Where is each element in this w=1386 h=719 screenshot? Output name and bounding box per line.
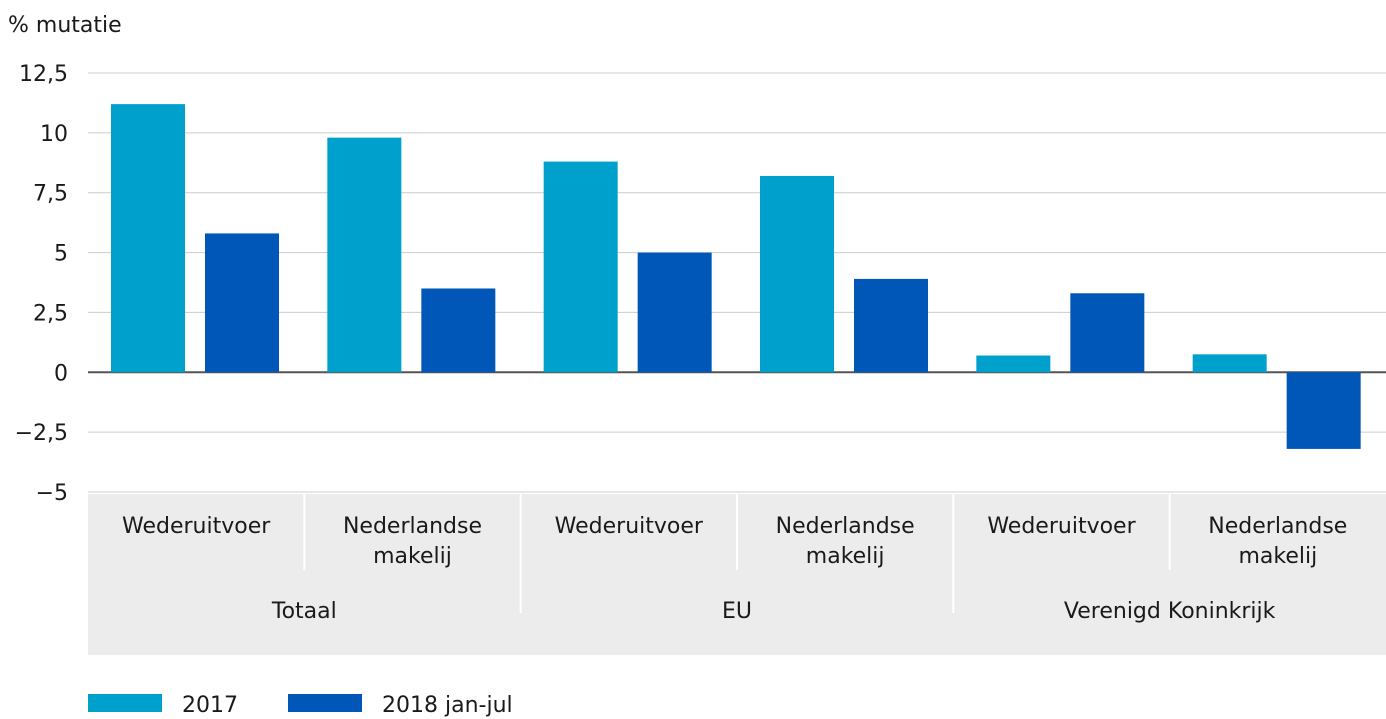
y-tick-label: 0 — [54, 361, 68, 386]
y-axis-title: % mutatie — [8, 13, 122, 38]
category-labels: Wederuitvoer Nederlandse makelij Totaal Wede… — [122, 514, 1347, 624]
bar-2018-jan-jul — [1070, 293, 1145, 373]
bar-2018-jan-jul — [421, 288, 496, 373]
category-label: Wederuitvoer — [987, 514, 1136, 539]
bar-2018-jan-jul — [637, 252, 712, 373]
category-label: Nederlandse — [1208, 514, 1347, 539]
bar-2018-jan-jul — [1286, 372, 1361, 449]
category-label: makelij — [1238, 544, 1317, 569]
bar-2017 — [111, 104, 185, 373]
bar-2017 — [543, 161, 618, 373]
bar-2018-jan-jul — [854, 278, 928, 373]
y-tick-label: −2,5 — [15, 421, 68, 446]
y-axis-ticks: 12,5 10 7,5 5 2,5 0 −2,5 −5 — [15, 62, 68, 506]
y-tick-label: −5 — [36, 481, 68, 506]
bar-2017 — [976, 355, 1051, 373]
category-label: makelij — [373, 544, 452, 569]
category-label: Nederlandse — [776, 514, 915, 539]
category-axis-panel — [88, 494, 1386, 655]
bars — [111, 104, 1361, 449]
group-label: Verenigd Koninkrijk — [1064, 599, 1276, 624]
bar-2017 — [1192, 354, 1267, 373]
y-tick-label: 5 — [54, 242, 68, 267]
group-label: Totaal — [271, 599, 337, 624]
bar-2017 — [327, 137, 402, 373]
group-label: EU — [722, 599, 752, 624]
y-tick-label: 2,5 — [33, 301, 68, 326]
category-label: Nederlandse — [343, 514, 482, 539]
legend-swatch-2017 — [88, 694, 162, 712]
legend-label-2018: 2018 jan-jul — [382, 693, 513, 718]
y-tick-label: 12,5 — [19, 62, 68, 87]
grid-lines — [88, 72, 1386, 493]
category-label: Wederuitvoer — [122, 514, 271, 539]
category-label: Wederuitvoer — [555, 514, 704, 539]
legend-label-2017: 2017 — [182, 693, 238, 718]
y-tick-label: 7,5 — [33, 182, 68, 207]
y-tick-label: 10 — [40, 122, 68, 147]
bar-2017 — [760, 175, 834, 373]
bar-2018-jan-jul — [205, 233, 279, 373]
category-label: makelij — [806, 544, 885, 569]
legend-swatch-2018 — [288, 694, 362, 712]
legend: 2017 2018 jan-jul — [88, 693, 513, 718]
